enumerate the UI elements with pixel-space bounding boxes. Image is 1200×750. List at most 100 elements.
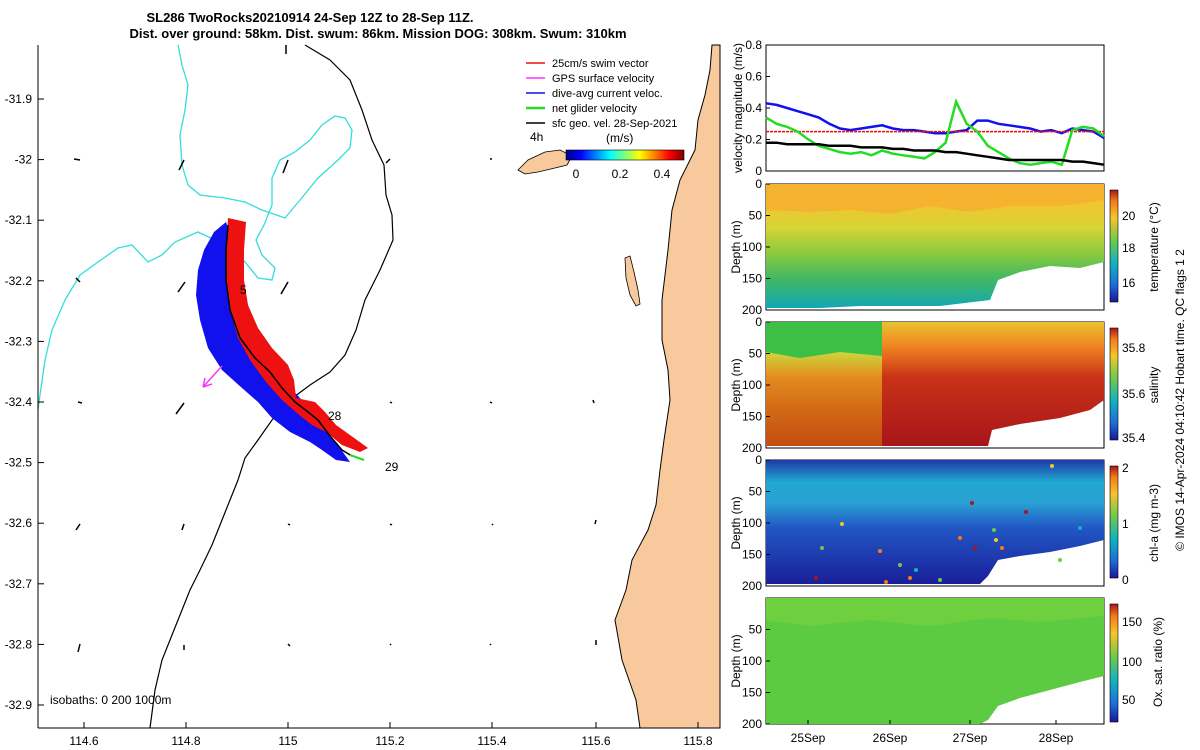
lon-tick-label: 115.4 bbox=[477, 734, 506, 748]
oxygen-cbar-label: Ox. sat. ratio (%) bbox=[1151, 617, 1165, 707]
geo-arrow bbox=[491, 523, 494, 526]
map-legend: 25cm/s swim vector GPS surface velocity … bbox=[526, 58, 677, 130]
temperature-y-ticks: 0 50 100 150 200 bbox=[742, 177, 770, 317]
velocity-line-net bbox=[765, 98, 1105, 167]
depth-tick-label: 150 bbox=[742, 410, 762, 424]
legend-dive: dive-avg current veloc. bbox=[552, 88, 663, 100]
map-lon-ticks: 114.6 114.8 115 115.2 115.4 115.6 115.8 bbox=[69, 722, 713, 748]
geo-arrow bbox=[389, 523, 393, 526]
track-swim-band bbox=[226, 218, 368, 452]
depth-tick-label: 50 bbox=[749, 485, 763, 499]
track-label-29: 29 bbox=[385, 460, 399, 474]
chla-spot bbox=[994, 538, 998, 542]
geo-arrow bbox=[282, 159, 289, 174]
geo-arrow bbox=[385, 158, 391, 164]
lon-tick-label: 115.2 bbox=[375, 734, 404, 748]
velocity-series bbox=[765, 98, 1105, 167]
salinity-cbar-tick: 35.8 bbox=[1122, 341, 1146, 355]
map-colorbar-tick: 0.2 bbox=[612, 167, 629, 181]
gps-velocity-arrow bbox=[202, 365, 223, 388]
legend-swim: 25cm/s swim vector bbox=[552, 58, 649, 70]
chla-cbar-label: chl-a (mg m-3) bbox=[1147, 484, 1161, 562]
time-x-ticks: 25Sep 26Sep 27Sep 28Sep bbox=[791, 720, 1074, 745]
depth-tick-label: 200 bbox=[742, 717, 762, 731]
time-tick-label: 28Sep bbox=[1039, 731, 1074, 745]
geo-arrow bbox=[389, 643, 392, 646]
lat-tick-label: -32.4 bbox=[5, 395, 33, 409]
geo-arrow bbox=[594, 519, 597, 525]
chla-spot bbox=[878, 549, 882, 553]
isobath-200 bbox=[149, 44, 394, 729]
track-dive-avg-band bbox=[196, 222, 350, 462]
geo-arrow bbox=[77, 643, 81, 653]
map-colorbar-label: (m/s) bbox=[606, 131, 633, 145]
velocity-line-diveavg bbox=[765, 102, 1105, 139]
chla-spot bbox=[908, 576, 912, 580]
chla-field bbox=[766, 460, 1104, 584]
depth-tick-label: 50 bbox=[749, 623, 763, 637]
depth-tick-label: 150 bbox=[742, 686, 762, 700]
oxygen-field bbox=[766, 598, 1104, 724]
velocity-tick-label: 0.2 bbox=[745, 133, 762, 147]
temperature-warm-layer bbox=[766, 184, 1104, 214]
island-north bbox=[517, 149, 573, 175]
oxygen-panel: 50 100 150 200 Depth (m) 50 100 150 Ox. sat… bbox=[729, 597, 1165, 745]
chla-ylabel: Depth (m) bbox=[729, 496, 743, 549]
depth-tick-label: 100 bbox=[742, 516, 762, 530]
depth-tick-label: 150 bbox=[742, 548, 762, 562]
colorbar-time-label: 4h bbox=[530, 130, 543, 144]
temperature-ylabel: Depth (m) bbox=[729, 220, 743, 273]
depth-tick-label: 100 bbox=[742, 654, 762, 668]
oxygen-y-ticks: 50 100 150 200 bbox=[742, 623, 770, 731]
lat-tick-label: -32.8 bbox=[5, 637, 33, 651]
lon-tick-label: 115.8 bbox=[683, 734, 712, 748]
chla-spots bbox=[814, 464, 1082, 584]
depth-tick-label: 0 bbox=[755, 453, 762, 467]
chla-spot bbox=[958, 536, 962, 540]
depth-tick-label: 0 bbox=[755, 177, 762, 191]
chla-spot bbox=[1078, 526, 1082, 530]
lon-tick-label: 114.6 bbox=[69, 734, 98, 748]
lat-tick-label: -32.2 bbox=[5, 274, 33, 288]
track-label-28: 28 bbox=[328, 409, 342, 423]
legend-net: net glider velocity bbox=[552, 103, 637, 115]
geo-arrow bbox=[280, 281, 289, 295]
geo-arrow bbox=[77, 401, 83, 404]
depth-tick-label: 200 bbox=[742, 441, 762, 455]
geo-arrow bbox=[287, 643, 291, 647]
chla-colorbar bbox=[1109, 465, 1119, 579]
island-south bbox=[624, 255, 641, 307]
depth-tick-label: 200 bbox=[742, 579, 762, 593]
chla-spot bbox=[914, 568, 918, 572]
depth-tick-label: 50 bbox=[749, 209, 763, 223]
velocity-tick-label: 0.6 bbox=[745, 70, 762, 84]
chla-spot bbox=[820, 546, 824, 550]
velocity-ylabel: velocity magnitude (m/s) bbox=[731, 43, 745, 173]
chla-spot bbox=[938, 578, 942, 582]
velocity-panel: 0 0.2 0.4 0.6 0.8 velocity magnitude (m/s) bbox=[731, 38, 1105, 178]
chla-cbar-tick: 2 bbox=[1122, 461, 1129, 475]
lat-tick-label: -32.3 bbox=[5, 334, 33, 348]
velocity-tick-label: 0 bbox=[755, 164, 762, 178]
figure-title-line-2: Dist. over ground: 58km. Dist. swum: 86k… bbox=[129, 26, 626, 41]
map-colorbar-tick: 0.4 bbox=[654, 167, 671, 181]
salinity-cbar-label: salinity bbox=[1147, 367, 1161, 404]
depth-tick-label: 100 bbox=[742, 378, 762, 392]
temperature-cbar-tick: 18 bbox=[1122, 241, 1136, 255]
chla-spot bbox=[992, 528, 996, 532]
chla-spot bbox=[1058, 558, 1062, 562]
geo-arrow bbox=[489, 401, 493, 404]
salinity-cbar-tick: 35.6 bbox=[1122, 387, 1146, 401]
chla-spot bbox=[884, 580, 888, 584]
geo-arrow bbox=[177, 281, 186, 293]
oxygen-field-surface bbox=[766, 598, 1104, 626]
oxygen-cbar-tick: 50 bbox=[1122, 693, 1136, 707]
lat-tick-label: -32.6 bbox=[5, 516, 33, 530]
salinity-cbar-tick: 35.4 bbox=[1122, 431, 1146, 445]
velocity-y-ticks: 0 0.2 0.4 0.6 0.8 bbox=[745, 38, 770, 178]
salinity-surface-green bbox=[766, 322, 882, 358]
net-velocity-arrow bbox=[349, 454, 365, 461]
salinity-ylabel: Depth (m) bbox=[729, 358, 743, 411]
lat-tick-label: -32.1 bbox=[5, 213, 33, 227]
geo-arrow bbox=[175, 402, 185, 415]
